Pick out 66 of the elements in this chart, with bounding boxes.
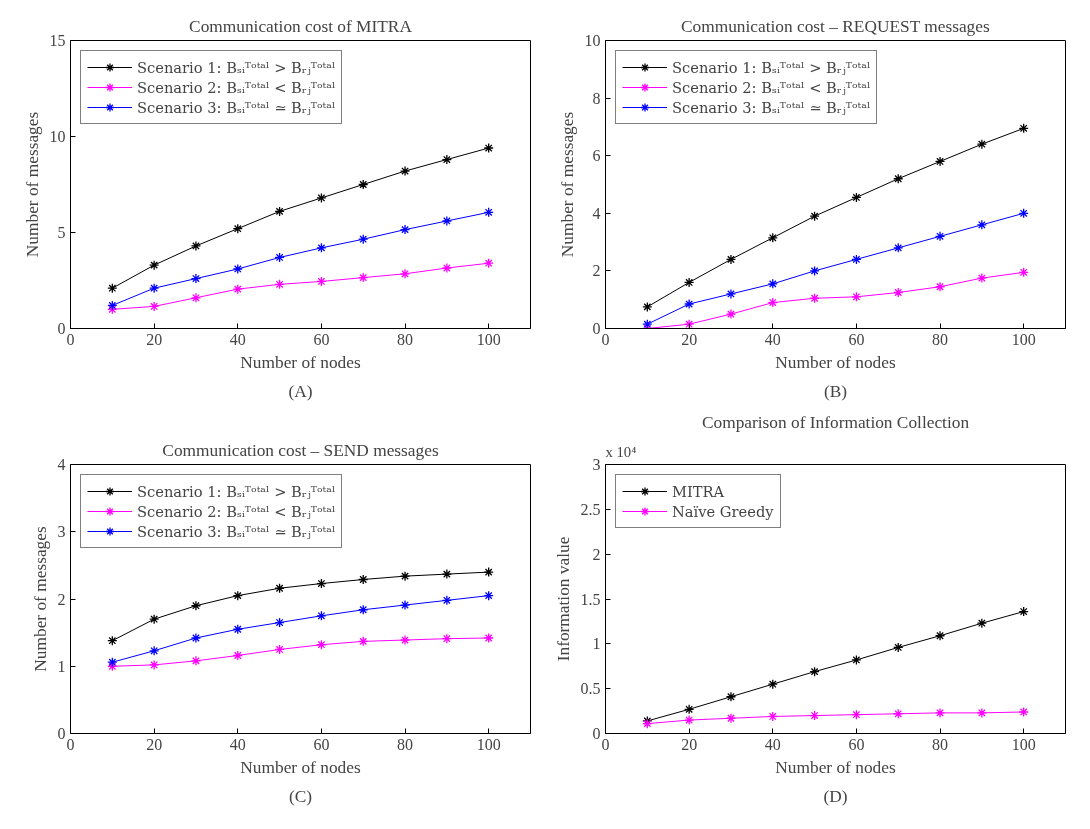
legend-label: Scenario 1: Bₛᵢᵀᵒᵗᵃˡ > Bᵣⱼᵀᵒᵗᵃˡ: [137, 482, 336, 500]
y-axis-title: Information value: [553, 536, 573, 662]
chart-title: Communication cost – REQUEST messages: [681, 16, 990, 36]
legend-label: Scenario 3: Bₛᵢᵀᵒᵗᵃˡ ≃ Bᵣⱼᵀᵒᵗᵃˡ: [672, 98, 871, 116]
x-tick-label: 80: [932, 330, 949, 348]
x-tick-label: 80: [397, 330, 414, 348]
x-tick-label: 80: [397, 735, 414, 753]
legend-label: Scenario 1: Bₛᵢᵀᵒᵗᵃˡ > Bᵣⱼᵀᵒᵗᵃˡ: [672, 58, 871, 76]
x-tick-label: 40: [229, 735, 246, 753]
text: (A): [288, 381, 313, 401]
y-tick-label: 10: [49, 128, 66, 145]
y-tick-label: 4: [592, 204, 601, 222]
y-axis-title: Number of messages: [557, 111, 577, 258]
chart-title: Communication cost of MITRA: [189, 16, 413, 36]
x-tick-label: 20: [146, 330, 163, 348]
y-tick-label: 5: [57, 224, 66, 241]
x-axis-title: Number of nodes: [240, 757, 361, 777]
y-axis-title: Number of messages: [22, 111, 42, 258]
y-tick-label: 6: [592, 147, 601, 165]
y-tick-label: 15: [49, 32, 66, 49]
x-tick-label: 60: [313, 330, 330, 348]
y-tick-label: 1.5: [580, 590, 601, 608]
legend-label: Naïve Greedy: [672, 502, 774, 520]
y-tick-label: 1: [57, 657, 66, 675]
x-tick-label: 40: [764, 330, 781, 348]
legend-label: Scenario 2: Bₛᵢᵀᵒᵗᵃˡ < Bᵣⱼᵀᵒᵗᵃˡ: [672, 78, 871, 96]
x-tick-label: 100: [476, 735, 501, 753]
legend-label: MITRA: [672, 482, 725, 500]
y-tick-label: 8: [592, 89, 601, 107]
y-tick-label: 2: [592, 545, 601, 563]
y-tick-label: 2: [592, 262, 601, 280]
y-tick-label: 3: [592, 456, 601, 473]
text: (C): [288, 786, 313, 806]
chart-title: Comparison of Information Collection: [701, 412, 970, 432]
x-tick-label: 40: [229, 330, 246, 348]
x-tick-label: 20: [146, 735, 163, 753]
text: x 10⁴: [605, 443, 637, 460]
legend-label: Scenario 3: Bₛᵢᵀᵒᵗᵃˡ ≃ Bᵣⱼᵀᵒᵗᵃˡ: [137, 522, 336, 540]
x-tick-label: 100: [1011, 330, 1036, 348]
x-tick-label: 60: [848, 330, 865, 348]
x-tick-label: 20: [681, 330, 698, 348]
x-tick-label: 100: [476, 330, 501, 348]
y-tick-label: 3: [57, 523, 66, 541]
x-tick-label: 100: [1011, 735, 1036, 753]
x-tick-label: 20: [681, 735, 698, 753]
x-tick-label: 80: [932, 735, 949, 753]
legend-label: Scenario 1: Bₛᵢᵀᵒᵗᵃˡ > Bᵣⱼᵀᵒᵗᵃˡ: [137, 58, 336, 76]
x-axis-title: Number of nodes: [775, 352, 896, 372]
text: (B): [823, 381, 848, 401]
legend-label: Scenario 2: Bₛᵢᵀᵒᵗᵃˡ < Bᵣⱼᵀᵒᵗᵃˡ: [137, 78, 336, 96]
y-tick-label: 2.5: [580, 500, 601, 518]
y-axis-title: Number of messages: [30, 526, 50, 672]
y-tick-label: 2: [57, 590, 66, 608]
y-tick-label: 4: [57, 456, 66, 473]
x-axis-title: Number of nodes: [240, 352, 361, 372]
y-tick-label: 1: [592, 635, 601, 653]
x-tick-label: 60: [848, 735, 865, 753]
x-axis-title: Number of nodes: [775, 757, 896, 777]
legend-label: Scenario 3: Bₛᵢᵀᵒᵗᵃˡ ≃ Bᵣⱼᵀᵒᵗᵃˡ: [137, 98, 336, 116]
chart-title: Communication cost – SEND messages: [162, 440, 439, 460]
text: (D): [823, 786, 848, 806]
y-tick-label: 0.5: [580, 680, 601, 698]
y-tick-label: 10: [584, 32, 601, 49]
x-tick-label: 40: [764, 735, 781, 753]
legend-label: Scenario 2: Bₛᵢᵀᵒᵗᵃˡ < Bᵣⱼᵀᵒᵗᵃˡ: [137, 502, 336, 520]
x-tick-label: 60: [313, 735, 330, 753]
